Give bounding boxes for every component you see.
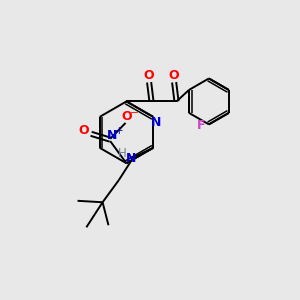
Text: F: F	[196, 119, 205, 132]
Text: H: H	[118, 147, 127, 160]
Text: O: O	[169, 69, 179, 82]
Text: N: N	[126, 152, 136, 166]
Text: +: +	[116, 126, 124, 136]
Text: N: N	[106, 129, 117, 142]
Text: N: N	[151, 116, 161, 129]
Text: O: O	[78, 124, 89, 137]
Text: O: O	[144, 69, 154, 82]
Text: −: −	[129, 109, 138, 118]
Text: O: O	[122, 110, 132, 123]
